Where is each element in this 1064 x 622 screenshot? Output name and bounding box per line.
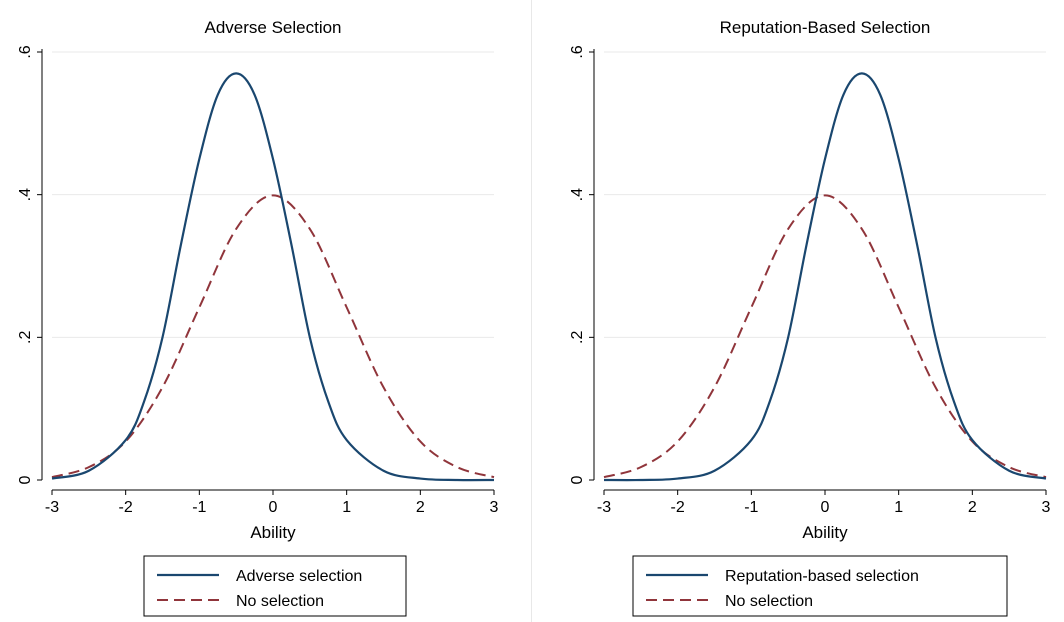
y-tick-label: 0 [569, 475, 586, 484]
chart-panel-1: Adverse Selection 0 .2 .4 .6 -3 -2 -1 0 1 2 3 Abilit… [17, 18, 499, 617]
legend-label-2: No selection [236, 593, 324, 610]
x-tick-label: 2 [968, 499, 977, 516]
chart-panel-2: Reputation-Based Selection 0 .2 .4 .6 -3 -2 -1 0… [569, 18, 1051, 617]
x-axis-label: Ability [250, 523, 296, 542]
legend-label-1: Adverse selection [236, 568, 362, 585]
x-tick-label: 1 [342, 499, 351, 516]
chart-title: Reputation-Based Selection [720, 18, 931, 37]
x-axis-label: Ability [802, 523, 848, 542]
x-tick-label: -3 [45, 499, 59, 516]
legend-box [632, 555, 1008, 617]
y-tick-label: .2 [17, 331, 34, 344]
x-tick-label: -1 [744, 499, 758, 516]
y-tick-label: .4 [17, 188, 34, 201]
legend-label-2: No selection [725, 593, 813, 610]
legend: Reputation-based selection No selection [632, 555, 1008, 617]
y-tick-label: .4 [569, 188, 586, 201]
legend-label-1: Reputation-based selection [725, 568, 919, 585]
panel-divider [531, 0, 532, 622]
chart-title: Adverse Selection [204, 18, 341, 37]
x-tick-label: -1 [192, 499, 206, 516]
y-tick-label: .2 [569, 331, 586, 344]
x-tick-label: 3 [1042, 499, 1051, 516]
series-line-2 [603, 194, 1047, 479]
series-line-1 [51, 72, 495, 482]
series-line-2 [51, 194, 495, 479]
y-tick-label: 0 [17, 475, 34, 484]
y-tick-label: .6 [17, 45, 34, 58]
x-tick-label: -3 [597, 499, 611, 516]
x-tick-label: 1 [894, 499, 903, 516]
y-tick-label: .6 [569, 45, 586, 58]
legend-box [143, 555, 407, 617]
x-tick-label: 0 [821, 499, 830, 516]
series-line-1 [603, 72, 1047, 482]
x-tick-label: 0 [269, 499, 278, 516]
x-tick-label: 2 [416, 499, 425, 516]
x-tick-label: -2 [119, 499, 133, 516]
x-tick-label: 3 [490, 499, 499, 516]
legend: Adverse selection No selection [143, 555, 407, 617]
x-tick-label: -2 [671, 499, 685, 516]
